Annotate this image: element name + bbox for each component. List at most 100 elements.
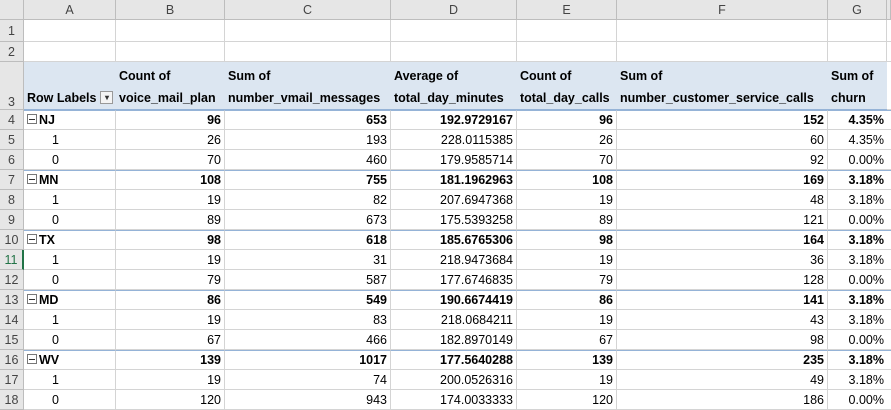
value-cell: 587: [225, 270, 391, 290]
value-cell: 70: [116, 150, 225, 170]
cell: [517, 20, 617, 42]
row-number[interactable]: 14: [0, 310, 24, 330]
value-cell: 19: [116, 370, 225, 390]
row-number[interactable]: 9: [0, 210, 24, 230]
label-text: 0: [52, 153, 59, 167]
row-label: 0: [24, 390, 116, 410]
value-cell: 175.5393258: [391, 210, 517, 230]
value-cell: 549: [225, 290, 391, 310]
cell: [24, 42, 116, 62]
cell: [391, 20, 517, 42]
row-number[interactable]: 16: [0, 350, 24, 370]
pivot-header: Average of total_day_minutes: [391, 62, 517, 110]
column-header[interactable]: D: [391, 0, 517, 20]
collapse-button[interactable]: [27, 114, 37, 124]
value-cell: 152: [617, 110, 828, 130]
value-cell: 755: [225, 170, 391, 190]
value-cell: 1017: [225, 350, 391, 370]
cell: [887, 42, 891, 62]
cell: [828, 42, 887, 62]
row-number[interactable]: 15: [0, 330, 24, 350]
group-label: MN: [24, 170, 116, 190]
row-number[interactable]: 2: [0, 42, 24, 62]
row-number[interactable]: 18: [0, 390, 24, 410]
header-line: total_day_calls: [520, 91, 610, 105]
collapse-button[interactable]: [27, 234, 37, 244]
value-cell: 89: [517, 210, 617, 230]
row-number[interactable]: 12: [0, 270, 24, 290]
value-cell: 218.0684211: [391, 310, 517, 330]
value-cell: 4.35%: [828, 130, 887, 150]
value-cell: 3.18%: [828, 250, 887, 270]
value-cell: 3.18%: [828, 350, 887, 370]
value-cell: 120: [517, 390, 617, 410]
value-cell: 108: [116, 170, 225, 190]
collapse-button[interactable]: [27, 174, 37, 184]
column-header[interactable]: C: [225, 0, 391, 20]
row-number[interactable]: 13: [0, 290, 24, 310]
value-cell: 193: [225, 130, 391, 150]
header-line: Row Labels ▾: [27, 87, 114, 109]
value-cell: 3.18%: [828, 370, 887, 390]
header-line: Count of: [119, 69, 171, 83]
cell: [887, 150, 891, 170]
row-number[interactable]: 8: [0, 190, 24, 210]
value-cell: 139: [116, 350, 225, 370]
cell: [225, 42, 391, 62]
value-cell: 164: [617, 230, 828, 250]
row-number[interactable]: 11: [0, 250, 24, 270]
cell: [517, 42, 617, 62]
cell: [887, 210, 891, 230]
value-cell: 67: [116, 330, 225, 350]
row-label: 0: [24, 330, 116, 350]
column-header[interactable]: F: [617, 0, 828, 20]
cell: [887, 390, 891, 410]
value-cell: 19: [116, 190, 225, 210]
value-cell: 3.18%: [828, 290, 887, 310]
row-number[interactable]: 6: [0, 150, 24, 170]
row-number[interactable]: 7: [0, 170, 24, 190]
value-cell: 673: [225, 210, 391, 230]
value-cell: 19: [517, 250, 617, 270]
value-cell: 943: [225, 390, 391, 410]
row-number[interactable]: 10: [0, 230, 24, 250]
value-cell: 86: [116, 290, 225, 310]
cell: [887, 130, 891, 150]
column-header[interactable]: A: [24, 0, 116, 20]
label-text: 1: [52, 193, 59, 207]
value-cell: 618: [225, 230, 391, 250]
pivot-header: Count of voice_mail_plan: [116, 62, 225, 110]
label-text: MN: [39, 173, 59, 187]
value-cell: 207.6947368: [391, 190, 517, 210]
filter-button[interactable]: ▾: [100, 90, 114, 104]
row-number[interactable]: 5: [0, 130, 24, 150]
header-line: number_vmail_messages: [228, 91, 381, 105]
row-number[interactable]: 1: [0, 20, 24, 42]
label-text: 0: [52, 393, 59, 407]
cell: [887, 190, 891, 210]
value-cell: 653: [225, 110, 391, 130]
value-cell: 0.00%: [828, 270, 887, 290]
value-cell: 86: [517, 290, 617, 310]
collapse-button[interactable]: [27, 354, 37, 364]
collapse-button[interactable]: [27, 294, 37, 304]
row-label: 1: [24, 190, 116, 210]
column-header[interactable]: B: [116, 0, 225, 20]
value-cell: 218.9473684: [391, 250, 517, 270]
value-cell: 3.18%: [828, 310, 887, 330]
value-cell: 186: [617, 390, 828, 410]
row-number[interactable]: 4: [0, 110, 24, 130]
row-number[interactable]: 3: [0, 62, 24, 110]
pivot-header: Sum of churn: [828, 62, 887, 110]
column-header[interactable]: E: [517, 0, 617, 20]
column-header[interactable]: G: [828, 0, 887, 20]
header-line: Sum of: [831, 69, 874, 83]
row-number[interactable]: 17: [0, 370, 24, 390]
corner[interactable]: [0, 0, 24, 20]
group-label: MD: [24, 290, 116, 310]
header-line: Sum of: [228, 69, 271, 83]
column-header[interactable]: [887, 0, 891, 20]
group-label: TX: [24, 230, 116, 250]
value-cell: 98: [617, 330, 828, 350]
